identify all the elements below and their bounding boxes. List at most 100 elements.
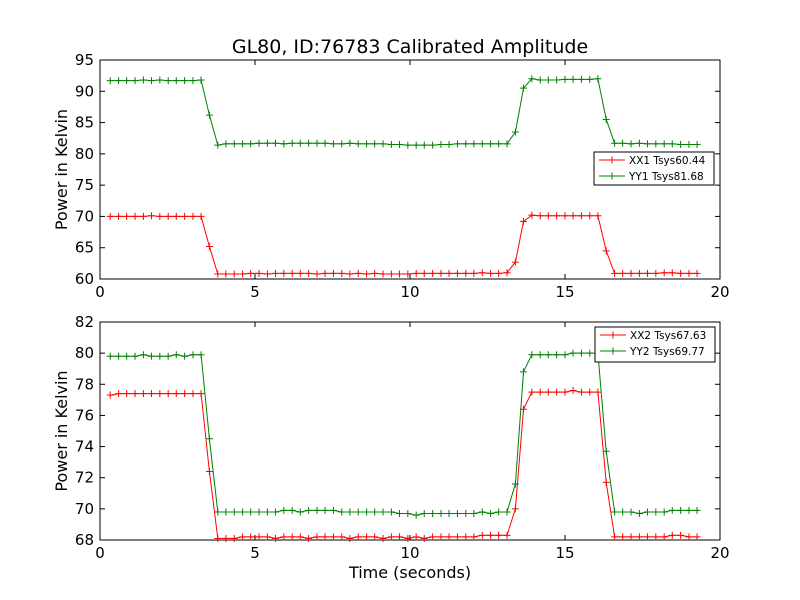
legend-marker [609, 347, 617, 355]
data-point [346, 270, 354, 278]
data-point [321, 533, 329, 541]
data-point [338, 269, 346, 277]
data-point [495, 140, 503, 148]
data-point [106, 77, 114, 85]
data-point [305, 534, 313, 542]
data-point [387, 508, 395, 516]
data-point [230, 508, 238, 516]
data-point [164, 212, 172, 220]
data-point [685, 140, 693, 148]
data-point [379, 508, 387, 516]
data-point [131, 390, 139, 398]
data-point [230, 270, 238, 278]
data-point [288, 533, 296, 541]
data-point [197, 76, 205, 84]
data-point [115, 352, 123, 360]
data-point [569, 212, 577, 220]
y-axis-label: Power in Kelvin [52, 370, 71, 491]
data-point [222, 270, 230, 278]
series-line-0 [110, 214, 698, 275]
data-point [131, 352, 139, 360]
data-point [594, 388, 602, 396]
data-point [305, 506, 313, 514]
data-point [395, 533, 403, 541]
series-line-0 [110, 389, 698, 539]
data-point [139, 390, 147, 398]
data-point [445, 140, 453, 148]
data-point [677, 506, 685, 514]
data-point [519, 217, 527, 225]
data-point [305, 269, 313, 277]
data-point [156, 212, 164, 220]
data-point [329, 269, 337, 277]
data-point [214, 270, 222, 278]
data-point [602, 247, 610, 255]
data-point [271, 269, 279, 277]
data-point [156, 76, 164, 84]
data-point [470, 533, 478, 541]
data-point [611, 533, 619, 541]
y-tick-label: 82 [75, 313, 94, 331]
y-tick-label: 80 [75, 145, 94, 163]
data-point [693, 506, 701, 514]
x-tick-label: 0 [95, 283, 105, 301]
y-axis-label: Power in Kelvin [52, 109, 71, 230]
data-point [404, 141, 412, 149]
data-point [553, 76, 561, 84]
data-point [544, 212, 552, 220]
series-line-1 [110, 78, 698, 146]
data-point [536, 76, 544, 84]
data-point [511, 258, 519, 266]
data-point [313, 139, 321, 147]
data-point [123, 212, 131, 220]
data-point [164, 77, 172, 85]
data-point [156, 352, 164, 360]
data-point [660, 269, 668, 277]
data-point [677, 269, 685, 277]
data-point [387, 270, 395, 278]
data-point [329, 533, 337, 541]
data-point [660, 508, 668, 516]
data-point [205, 111, 213, 119]
data-point [131, 212, 139, 220]
data-point [395, 140, 403, 148]
data-point [189, 351, 197, 359]
data-point [164, 390, 172, 398]
data-point [668, 269, 676, 277]
data-point [643, 269, 651, 277]
data-point [313, 270, 321, 278]
chart-title: GL80, ID:76783 Calibrated Amplitude [232, 36, 588, 58]
data-point [635, 269, 643, 277]
data-point [395, 270, 403, 278]
y-tick-label: 90 [75, 82, 94, 100]
data-point [503, 531, 511, 539]
x-tick-label: 20 [710, 283, 729, 301]
data-point [544, 388, 552, 396]
data-point [189, 212, 197, 220]
data-point [280, 140, 288, 148]
data-point [668, 531, 676, 539]
data-point [660, 140, 668, 148]
data-point [561, 75, 569, 83]
data-point [131, 77, 139, 85]
data-point [172, 212, 180, 220]
series-line-1 [110, 352, 698, 516]
legend-label: YY1 Tsys81.68 [628, 171, 704, 183]
data-point [627, 140, 635, 148]
data-point [602, 478, 610, 486]
data-point [172, 77, 180, 85]
data-point [495, 269, 503, 277]
data-point [420, 534, 428, 542]
data-point [305, 139, 313, 147]
data-point [445, 510, 453, 518]
data-point [181, 352, 189, 360]
data-point [503, 269, 511, 277]
data-point [214, 508, 222, 516]
data-point [652, 269, 660, 277]
data-point [685, 533, 693, 541]
data-point [528, 388, 536, 396]
data-point [197, 351, 205, 359]
data-point [487, 140, 495, 148]
data-point [313, 506, 321, 514]
data-point [222, 140, 230, 148]
